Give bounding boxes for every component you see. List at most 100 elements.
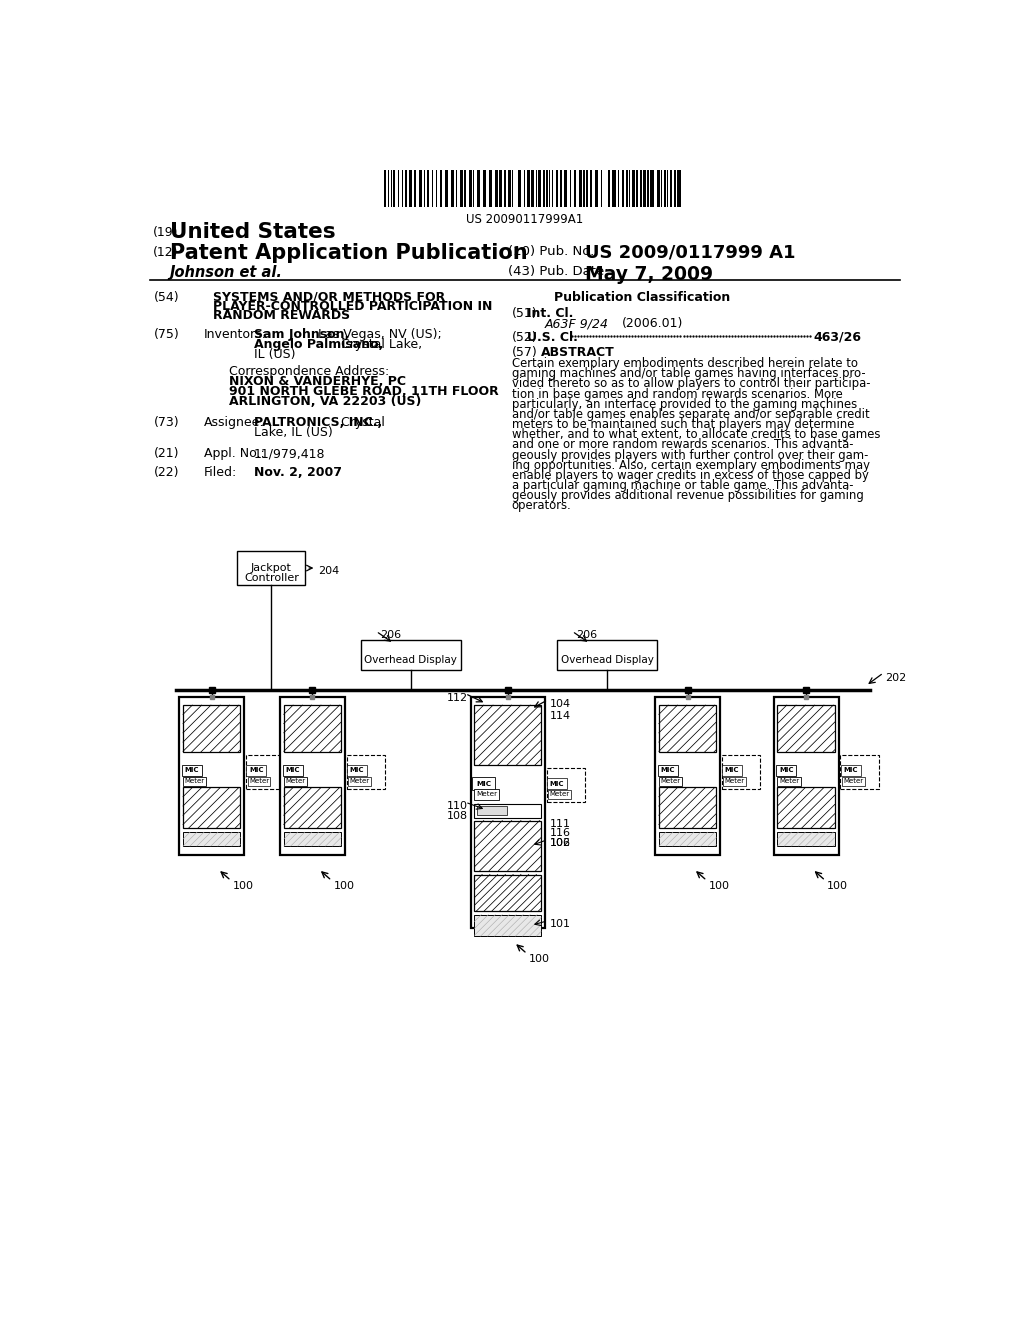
Bar [777,705,835,752]
Text: IL (US): IL (US) [254,348,295,360]
Text: (21): (21) [154,447,179,461]
Bar [531,170,535,207]
Text: ABSTRACT: ABSTRACT [541,346,614,359]
Text: gaming machines and/or table games having interfaces pro-: gaming machines and/or table games havin… [512,367,865,380]
Bar [674,170,676,207]
Bar [658,832,716,846]
Bar [518,170,521,207]
Text: 100: 100 [334,880,354,891]
Bar [474,915,541,936]
Bar [547,768,586,803]
Text: 112: 112 [447,693,468,702]
Text: 463/26: 463/26 [814,331,862,345]
Text: enable players to wager credits in excess of those capped by: enable players to wager credits in exces… [512,469,868,482]
Text: geously provides additional revenue possibilities for gaming: geously provides additional revenue poss… [512,490,863,502]
Bar [246,755,285,789]
Bar [427,170,429,207]
Bar [512,170,513,207]
Text: (57): (57) [512,346,538,359]
Text: (51): (51) [512,308,538,319]
Bar [360,640,461,669]
Bar [658,788,716,829]
Text: Nov. 2, 2007: Nov. 2, 2007 [254,466,342,479]
Bar [489,170,493,207]
Bar [474,821,541,871]
Bar [722,755,761,789]
Text: tion in base games and random rewards scenarios. More: tion in base games and random rewards sc… [512,388,843,400]
Text: Lake, IL (US): Lake, IL (US) [254,426,333,440]
Text: particularly, an interface provided to the gaming machines: particularly, an interface provided to t… [512,397,857,411]
Text: Meter: Meter [725,779,744,784]
Bar [557,640,657,669]
Text: a particular gaming machine or table game. This advanta-: a particular gaming machine or table gam… [512,479,853,492]
Text: MIC: MIC [779,767,794,774]
Bar [586,170,588,207]
Bar [527,170,530,207]
Text: PLAYER-CONTROLLED PARTICIPATION IN: PLAYER-CONTROLLED PARTICIPATION IN [213,300,493,313]
Bar [445,170,449,207]
Text: NIXON & VANDERHYE, PC: NIXON & VANDERHYE, PC [228,375,406,388]
Text: United States: United States [170,222,336,243]
Text: Correspondence Address:: Correspondence Address: [228,364,389,378]
Text: 206: 206 [380,630,401,640]
Bar [388,170,389,207]
Text: Patent Application Publication: Patent Application Publication [170,243,527,263]
Text: Overhead Display: Overhead Display [560,655,653,665]
Bar [546,170,548,207]
Bar [346,755,385,789]
Text: MIC: MIC [844,767,858,774]
Text: Sam Johnson,: Sam Johnson, [254,327,349,341]
Text: 101: 101 [550,919,570,929]
Bar [841,755,879,789]
Bar [670,170,672,207]
Bar [500,170,503,207]
Bar [538,170,541,207]
Bar [469,170,472,207]
Bar [439,170,442,207]
Bar [636,170,638,207]
Text: (75): (75) [154,327,179,341]
Text: 111: 111 [550,818,570,829]
Text: SYSTEMS AND/OR METHODS FOR: SYSTEMS AND/OR METHODS FOR [213,290,445,304]
Bar [284,705,341,752]
Text: geously provides players with further control over their gam-: geously provides players with further co… [512,449,868,462]
Text: Crystal Lake,: Crystal Lake, [337,338,422,351]
Text: RANDOM REWARDS: RANDOM REWARDS [213,309,350,322]
Text: Inventors:: Inventors: [204,327,267,341]
Text: Appl. No.:: Appl. No.: [204,447,264,461]
Text: Meter: Meter [349,779,370,784]
Bar [579,170,583,207]
Bar [632,170,635,207]
Text: Jackpot: Jackpot [251,564,292,573]
Text: May 7, 2009: May 7, 2009 [586,264,714,284]
Bar [556,170,558,207]
Text: (52): (52) [512,331,538,345]
Text: MIC: MIC [550,780,564,787]
Bar [179,697,245,855]
Bar [777,832,835,846]
Bar [647,170,649,207]
Bar [627,170,628,207]
Bar [590,170,592,207]
Bar [183,788,241,829]
Bar [393,170,395,207]
Bar [280,697,345,855]
Bar [574,170,575,207]
Bar [658,705,716,752]
Bar [611,170,614,207]
Text: 114: 114 [550,711,570,721]
Text: Meter: Meter [779,779,799,784]
Bar [583,170,586,207]
Bar [655,697,720,855]
Text: Filed:: Filed: [204,466,238,479]
Bar [564,170,566,207]
Text: Meter: Meter [550,792,569,797]
Text: 110: 110 [447,800,468,810]
Bar [560,170,562,207]
Text: PALTRONICS, INC.,: PALTRONICS, INC., [254,416,382,429]
Text: MIC: MIC [286,767,300,774]
Text: Assignee:: Assignee: [204,416,264,429]
Text: MIC: MIC [725,767,739,774]
Bar [419,170,422,207]
Text: whether, and to what extent, to allocate credits to base games: whether, and to what extent, to allocate… [512,428,880,441]
